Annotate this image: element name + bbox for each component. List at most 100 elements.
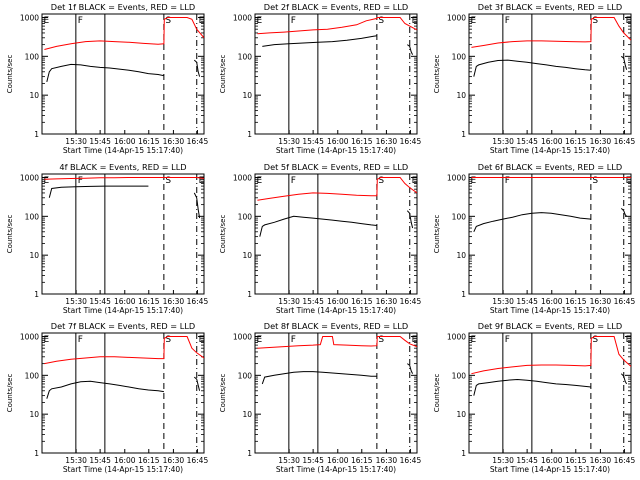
x-tick-label: 16:00 (541, 137, 563, 146)
panel-title: Det 9f BLACK = Events, RED = LLD (478, 321, 622, 331)
panel-frame (41, 173, 205, 295)
panel-9: Det 9f BLACK = Events, RED = LLD 1 10 100 10… (433, 321, 635, 474)
panel-frame (41, 332, 205, 454)
x-tick-label: 15:30 (278, 297, 300, 306)
panel-frame (254, 13, 418, 135)
x-tick-label: 16:45 (400, 137, 422, 146)
series-lld-line (257, 177, 417, 201)
x-tick-label: 16:30 (376, 456, 398, 465)
x-tick-label: 16:15 (565, 456, 587, 465)
panel-2: Det 2f BLACK = Events, RED = LLD 1 10 100 10… (219, 2, 422, 155)
y-tick-label: 100 (452, 212, 467, 221)
x-tick-label: 16:30 (163, 297, 185, 306)
y-tick-label: 100 (452, 52, 467, 61)
interval-label: E (626, 335, 632, 345)
y-axis-label: Counts/sec (433, 55, 441, 94)
x-tick-label: 15:45 (516, 137, 538, 146)
x-tick-label: 16:00 (327, 137, 349, 146)
y-tick-label: 1000 (233, 173, 252, 182)
x-tick-label: 16:15 (565, 297, 587, 306)
series-events-line (406, 363, 414, 374)
y-tick-label: 10 (242, 91, 252, 100)
x-tick-label: 15:30 (492, 297, 514, 306)
y-tick-label: 10 (242, 410, 252, 419)
x-tick-label: 16:30 (163, 456, 185, 465)
series-events-line (193, 192, 201, 219)
panel-title: Det 6f BLACK = Events, RED = LLD (478, 162, 622, 172)
x-tick-label: 16:00 (541, 297, 563, 306)
y-tick-label: 1000 (233, 332, 252, 341)
interval-label: F (78, 16, 83, 26)
y-tick-label: 1 (34, 290, 39, 299)
series-events-line (48, 185, 149, 198)
x-tick-label: 15:45 (89, 137, 111, 146)
series-lld-line (257, 17, 417, 35)
y-axis-label: Counts/sec (6, 55, 14, 94)
y-tick-label: 1000 (20, 173, 39, 182)
interval-label: E (256, 16, 262, 26)
x-tick-label: 15:30 (65, 297, 87, 306)
panel-6: Det 6f BLACK = Events, RED = LLD 1 10 100 10… (433, 162, 635, 315)
interval-label: F (505, 16, 510, 26)
x-tick-label: 16:15 (138, 456, 160, 465)
x-tick-label: 16:45 (187, 137, 209, 146)
series-events-line (46, 380, 164, 399)
interval-label: E (412, 16, 418, 26)
interval-label: E (256, 335, 262, 345)
series-events-line (473, 59, 591, 77)
x-tick-label: 15:30 (65, 456, 87, 465)
y-tick-label: 10 (29, 251, 39, 260)
y-tick-label: 1 (461, 449, 466, 458)
interval-label: E (626, 16, 632, 26)
x-tick-label: 15:30 (278, 456, 300, 465)
series-lld-line (44, 177, 204, 180)
x-tick-label: 15:45 (302, 456, 324, 465)
y-axis-label: Counts/sec (6, 215, 14, 254)
y-tick-label: 10 (29, 410, 39, 419)
series-events-line (46, 63, 165, 83)
y-tick-label: 10 (456, 91, 466, 100)
interval-label: E (43, 16, 49, 26)
x-tick-label: 15:45 (89, 297, 111, 306)
y-axis-label: Counts/sec (219, 374, 227, 413)
interval-label: F (291, 16, 296, 26)
x-tick-label: 16:30 (163, 137, 185, 146)
x-tick-label: 16:30 (590, 137, 612, 146)
x-tick-label: 16:15 (138, 297, 160, 306)
y-axis-label: Counts/sec (219, 215, 227, 254)
series-lld-line (471, 17, 631, 48)
y-tick-label: 1 (247, 290, 252, 299)
x-axis-label: Start Time (14-Apr-15 15:17:40) (490, 306, 610, 315)
y-tick-label: 1 (34, 449, 39, 458)
y-tick-label: 10 (29, 91, 39, 100)
y-tick-label: 100 (25, 212, 40, 221)
series-lld-line (471, 336, 631, 375)
interval-label: S (165, 335, 171, 345)
y-axis-label: Counts/sec (219, 55, 227, 94)
panel-title: 4f BLACK = Events, RED = LLD (59, 162, 186, 172)
panel-frame (468, 332, 632, 454)
x-tick-label: 16:45 (400, 456, 422, 465)
interval-label: E (199, 335, 205, 345)
interval-label: F (505, 176, 510, 186)
x-axis-label: Start Time (14-Apr-15 15:17:40) (63, 146, 183, 155)
x-tick-label: 16:30 (590, 297, 612, 306)
y-tick-label: 1 (461, 290, 466, 299)
x-axis-label: Start Time (14-Apr-15 15:17:40) (63, 465, 183, 474)
series-events-line (620, 55, 628, 70)
x-tick-label: 16:15 (351, 137, 373, 146)
y-tick-label: 100 (25, 52, 40, 61)
y-tick-label: 1000 (20, 13, 39, 22)
x-tick-label: 15:30 (278, 137, 300, 146)
interval-label: S (378, 176, 384, 186)
interval-label: E (470, 16, 476, 26)
panel-title: Det 5f BLACK = Events, RED = LLD (264, 162, 408, 172)
panel-frame (468, 13, 632, 135)
interval-label: E (256, 176, 262, 186)
y-tick-label: 10 (242, 251, 252, 260)
y-tick-label: 100 (25, 371, 40, 380)
x-tick-label: 16:30 (376, 137, 398, 146)
x-tick-label: 16:45 (614, 137, 636, 146)
panel-frame (468, 173, 632, 295)
